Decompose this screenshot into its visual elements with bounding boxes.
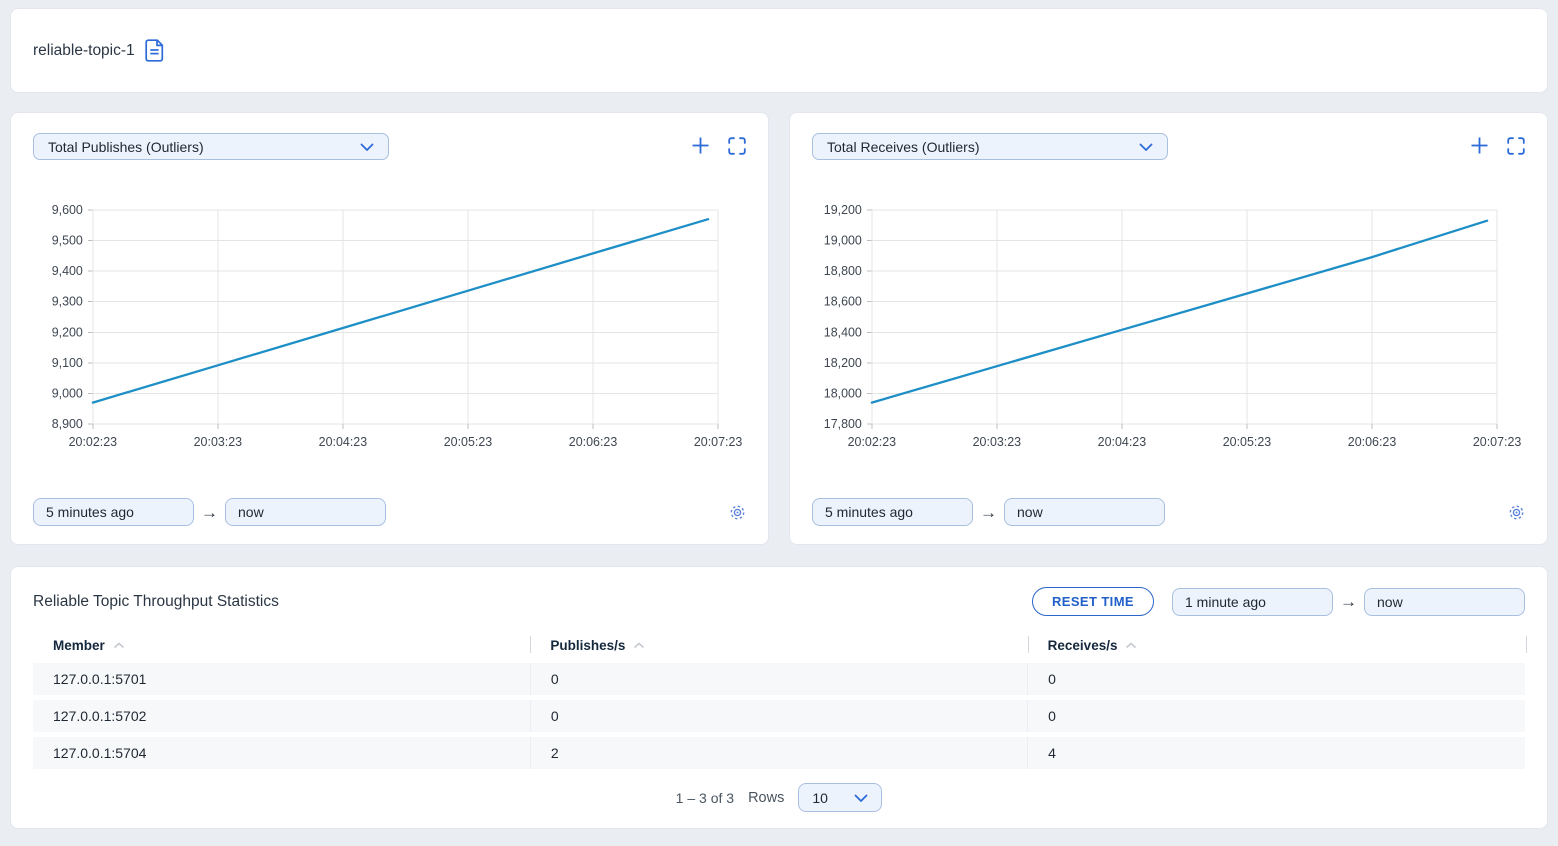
chart-time-controls: → bbox=[812, 498, 1525, 526]
rows-per-page-value: 10 bbox=[812, 789, 828, 806]
table-row[interactable]: 127.0.0.1:5701 0 0 bbox=[33, 663, 1525, 700]
rows-per-page-select[interactable]: 10 bbox=[798, 783, 883, 812]
chart-head: Total Receives (Outliers) bbox=[812, 133, 1525, 160]
svg-text:20:04:23: 20:04:23 bbox=[319, 435, 368, 449]
svg-text:9,200: 9,200 bbox=[52, 325, 83, 339]
svg-text:8,900: 8,900 bbox=[52, 417, 83, 431]
stats-time-controls: RESET TIME → bbox=[1031, 587, 1525, 616]
table-header-row: Member Publishes/s Receives/s bbox=[33, 632, 1528, 663]
sort-caret-icon bbox=[113, 642, 124, 649]
throughput-table: Member Publishes/s Receives/s 127.0.0.1:… bbox=[33, 632, 1528, 774]
svg-text:9,100: 9,100 bbox=[52, 356, 83, 370]
publishes-cell: 2 bbox=[529, 734, 1028, 774]
member-cell: 127.0.0.1:5704 bbox=[33, 734, 531, 774]
time-from-input[interactable] bbox=[812, 498, 973, 526]
document-icon[interactable] bbox=[145, 39, 164, 62]
throughput-stats-card: Reliable Topic Throughput Statistics RES… bbox=[10, 566, 1548, 829]
member-cell: 127.0.0.1:5701 bbox=[33, 663, 531, 700]
svg-text:18,400: 18,400 bbox=[824, 325, 862, 339]
svg-text:17,800: 17,800 bbox=[824, 417, 862, 431]
svg-text:18,200: 18,200 bbox=[824, 356, 862, 370]
metric-select-label: Total Receives (Outliers) bbox=[827, 138, 980, 155]
receives-cell: 0 bbox=[1027, 663, 1525, 700]
chart-head: Total Publishes (Outliers) bbox=[33, 133, 746, 160]
svg-text:9,000: 9,000 bbox=[52, 386, 83, 400]
add-chart-icon[interactable] bbox=[1470, 136, 1489, 155]
svg-text:20:07:23: 20:07:23 bbox=[1473, 435, 1522, 449]
svg-text:20:05:23: 20:05:23 bbox=[1223, 435, 1272, 449]
column-header-publishes[interactable]: Publishes/s bbox=[530, 632, 1027, 663]
chevron-down-icon bbox=[854, 790, 868, 806]
metric-select-receives[interactable]: Total Receives (Outliers) bbox=[812, 133, 1168, 160]
svg-text:19,200: 19,200 bbox=[824, 203, 862, 217]
table-row[interactable]: 127.0.0.1:5702 0 0 bbox=[33, 697, 1525, 737]
arrow-right-icon: → bbox=[201, 502, 218, 522]
expand-fullscreen-icon[interactable] bbox=[728, 136, 746, 155]
gear-icon[interactable] bbox=[729, 504, 746, 521]
page-title: reliable-topic-1 bbox=[33, 41, 135, 59]
arrow-right-icon: → bbox=[980, 502, 997, 522]
add-chart-icon[interactable] bbox=[691, 136, 710, 155]
publishes-cell: 0 bbox=[529, 663, 1028, 700]
svg-text:9,600: 9,600 bbox=[52, 203, 83, 217]
svg-text:20:06:23: 20:06:23 bbox=[1348, 435, 1397, 449]
column-header-member[interactable]: Member bbox=[33, 632, 530, 663]
svg-text:20:05:23: 20:05:23 bbox=[444, 435, 493, 449]
chart-time-controls: → bbox=[33, 498, 746, 526]
receives-cell: 0 bbox=[1027, 697, 1525, 737]
pagination: 1 – 3 of 3 Rows 10 bbox=[33, 783, 1525, 812]
svg-text:18,600: 18,600 bbox=[824, 295, 862, 309]
charts-row: Total Publishes (Outliers) 8,900 9,000 9,1… bbox=[10, 112, 1548, 545]
reset-time-button[interactable]: RESET TIME bbox=[1031, 587, 1154, 616]
svg-text:20:03:23: 20:03:23 bbox=[194, 435, 243, 449]
svg-text:20:07:23: 20:07:23 bbox=[694, 435, 743, 449]
svg-text:20:04:23: 20:04:23 bbox=[1098, 435, 1147, 449]
expand-fullscreen-icon[interactable] bbox=[1507, 136, 1525, 155]
stats-time-to-input[interactable] bbox=[1364, 587, 1525, 616]
chart-actions bbox=[1470, 133, 1525, 155]
svg-text:20:03:23: 20:03:23 bbox=[973, 435, 1022, 449]
time-to-input[interactable] bbox=[225, 498, 386, 526]
svg-text:20:02:23: 20:02:23 bbox=[848, 435, 897, 449]
arrow-right-icon: → bbox=[1340, 592, 1357, 611]
chevron-down-icon bbox=[360, 139, 374, 155]
svg-text:9,500: 9,500 bbox=[52, 234, 83, 248]
chevron-down-icon bbox=[1139, 139, 1153, 155]
svg-text:20:02:23: 20:02:23 bbox=[69, 435, 118, 449]
receives-line-chart: 17,800 18,000 18,200 18,400 18,600 18,800 19,0… bbox=[824, 203, 1522, 449]
column-header-receives[interactable]: Receives/s bbox=[1027, 632, 1528, 663]
publishes-line-chart: 8,900 9,000 9,100 9,200 9,300 9,400 9,500 9,600… bbox=[52, 203, 743, 449]
svg-text:18,000: 18,000 bbox=[824, 386, 862, 400]
stats-time-from-input[interactable] bbox=[1172, 587, 1333, 616]
receives-cell: 4 bbox=[1027, 734, 1525, 774]
table-row[interactable]: 127.0.0.1:5704 2 4 bbox=[33, 734, 1525, 774]
svg-text:18,800: 18,800 bbox=[824, 264, 862, 278]
stats-title: Reliable Topic Throughput Statistics bbox=[33, 592, 279, 610]
svg-text:9,300: 9,300 bbox=[52, 295, 83, 309]
sort-caret-icon bbox=[1126, 642, 1137, 649]
svg-text:20:06:23: 20:06:23 bbox=[569, 435, 618, 449]
publishes-chart-card: Total Publishes (Outliers) 8,900 9,000 9,1… bbox=[10, 112, 769, 545]
time-from-input[interactable] bbox=[33, 498, 194, 526]
member-cell: 127.0.0.1:5702 bbox=[33, 697, 531, 737]
stats-header: Reliable Topic Throughput Statistics RES… bbox=[33, 587, 1525, 616]
svg-text:19,000: 19,000 bbox=[824, 234, 862, 248]
gear-icon[interactable] bbox=[1508, 504, 1525, 521]
topic-header-card: reliable-topic-1 bbox=[10, 8, 1548, 93]
chart-actions bbox=[691, 133, 746, 155]
time-to-input[interactable] bbox=[1004, 498, 1165, 526]
page-range-text: 1 – 3 of 3 bbox=[675, 789, 735, 806]
receives-chart-card: Total Receives (Outliers) 17,800 18,000 18… bbox=[789, 112, 1548, 545]
sort-caret-icon bbox=[634, 642, 645, 649]
rows-per-page-label: Rows bbox=[748, 789, 785, 806]
publishes-cell: 0 bbox=[529, 697, 1028, 737]
metric-select-label: Total Publishes (Outliers) bbox=[48, 138, 204, 155]
svg-text:9,400: 9,400 bbox=[52, 264, 83, 278]
metric-select-publishes[interactable]: Total Publishes (Outliers) bbox=[33, 133, 389, 160]
